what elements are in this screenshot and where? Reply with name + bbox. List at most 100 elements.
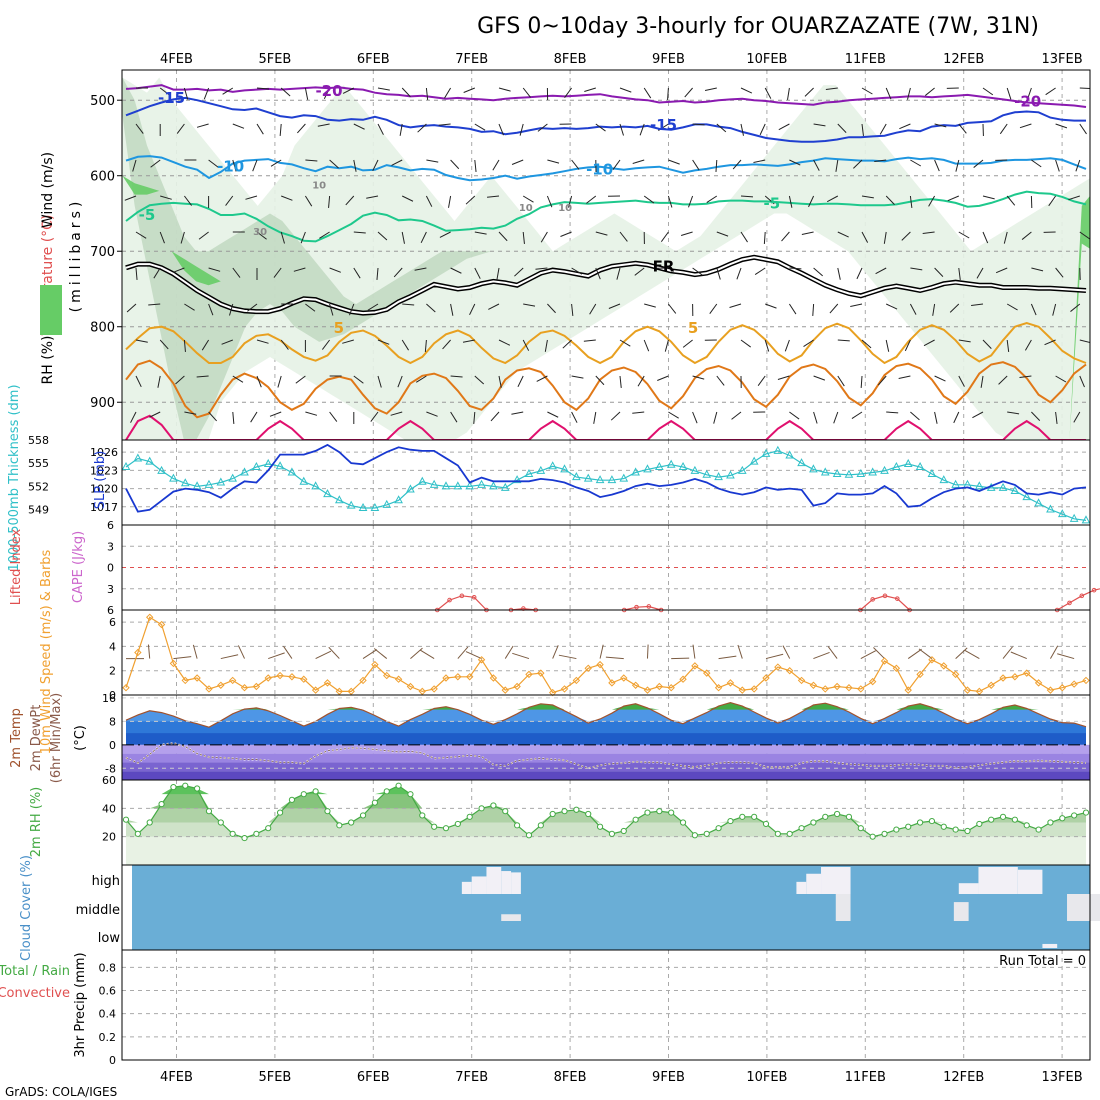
- wind-barb: [874, 159, 887, 162]
- thickness-point: [726, 470, 735, 479]
- wind-barb: [540, 231, 548, 243]
- wind-barb: [716, 231, 729, 237]
- wind-barb: [552, 645, 559, 659]
- thickness-point: [394, 495, 403, 504]
- wind-barb: [126, 303, 137, 313]
- slp-tick-label: 1023: [90, 464, 118, 477]
- pressure-tick-label: 700: [90, 245, 115, 260]
- rh-point: [170, 783, 177, 791]
- wind-barb: [280, 339, 289, 350]
- wind-barb: [305, 159, 318, 162]
- temp-tick-label: 8: [109, 715, 116, 728]
- contour-label: -20: [315, 82, 342, 100]
- wind-barb: [571, 159, 580, 170]
- wind-barb: [692, 159, 700, 171]
- wind-barb: [632, 159, 645, 164]
- wind-barb: [1006, 303, 1018, 311]
- top-date-label: 4FEB: [160, 52, 193, 67]
- wind-speed-point: [205, 685, 213, 693]
- wind-barb: [657, 375, 669, 381]
- lifted-index-point: [894, 596, 900, 601]
- wind-barb: [487, 195, 500, 198]
- wind-barb: [732, 159, 742, 170]
- thickness-point: [275, 461, 285, 470]
- wind-barb: [173, 656, 192, 660]
- upper-air-ylabel: RH (%)Temperature (°C)Wind (m/s): [40, 152, 56, 385]
- wind-barb: [716, 123, 727, 133]
- wind-barb: [377, 123, 384, 135]
- wind-barb: [910, 411, 920, 421]
- slp-ylabel: SLP (mb): [93, 451, 108, 510]
- thickness-point: [299, 476, 309, 485]
- contour-label: 5: [688, 319, 698, 337]
- thickness-point: [915, 461, 925, 471]
- wind-barb: [998, 375, 1008, 385]
- wind-speed-point: [394, 675, 403, 683]
- wind-barb: [305, 303, 316, 312]
- wind-barb: [442, 339, 451, 350]
- wind-barb: [643, 195, 655, 204]
- wind-speed-point: [1023, 669, 1031, 677]
- wind-barb: [1006, 195, 1016, 206]
- wind-speed-point: [821, 685, 829, 693]
- wind-barb: [401, 87, 411, 98]
- rh-tick-label: 20: [102, 831, 116, 844]
- rh-point: [964, 827, 971, 835]
- lifted-index-point: [471, 594, 477, 600]
- wind-barb: [999, 123, 1008, 135]
- li-tick-label: 3: [107, 583, 114, 596]
- wind-barb: [420, 231, 427, 244]
- wind-speed-point: [418, 687, 427, 696]
- wind-barb: [353, 267, 361, 279]
- thickness-point: [441, 481, 451, 490]
- wind-barb: [150, 159, 161, 168]
- wind-speed-point: [916, 670, 924, 679]
- rh-point: [537, 822, 544, 829]
- wind-barb: [328, 646, 340, 659]
- li-tick-label: 6: [107, 604, 114, 617]
- wind-barb: [709, 303, 718, 315]
- isotherm--15: [125, 96, 1086, 143]
- precip-tick-label: 0: [109, 1054, 116, 1067]
- contour-label: 30: [253, 227, 267, 238]
- wind-barb: [813, 411, 818, 424]
- stability-panel: 6 3 0 3 6 Lifted Index CAPE (J/kg): [9, 519, 1100, 617]
- wind-barb: [668, 303, 677, 314]
- legend-convective: Convective: [0, 986, 70, 1001]
- wind-barb: [955, 159, 960, 172]
- pressure-tick-label: 800: [90, 321, 115, 336]
- thickness-point: [252, 461, 261, 471]
- rh-point: [857, 825, 864, 832]
- wind-barb: [680, 231, 693, 236]
- wind-barb: [684, 87, 693, 98]
- wind-barb: [184, 303, 195, 311]
- wind-barb: [885, 195, 895, 205]
- wind-barb: [827, 646, 838, 659]
- thickness-point: [595, 475, 605, 484]
- thickness-point: [287, 467, 297, 476]
- wind-barb: [667, 87, 669, 101]
- wind-barb: [980, 375, 984, 388]
- wind-barb: [1031, 159, 1042, 168]
- wind-barb: [328, 195, 331, 208]
- wind-barb: [498, 123, 504, 136]
- wind-barb: [438, 123, 451, 126]
- wind-barb: [1055, 159, 1060, 172]
- wind-speed-point: [691, 662, 699, 670]
- thickness-point: [1081, 515, 1091, 524]
- wind-speed-point: [928, 656, 936, 664]
- wind-speed-point: [311, 686, 320, 694]
- wind-barb: [184, 195, 193, 206]
- cold-fill-band: [122, 753, 1090, 763]
- cloud-clear-patch: [471, 876, 487, 894]
- wind-speed-point: [643, 686, 652, 694]
- wind-barb: [1021, 231, 1032, 240]
- wind-tick-label: 6: [109, 616, 116, 629]
- rh-point: [573, 806, 580, 813]
- wind-barb: [329, 267, 341, 273]
- wind-barb: [995, 267, 1008, 274]
- top-date-label: 5FEB: [258, 52, 291, 67]
- grid-10m-wind: [176, 610, 1063, 695]
- wind-barb: [704, 87, 717, 91]
- wind-barb: [764, 195, 775, 205]
